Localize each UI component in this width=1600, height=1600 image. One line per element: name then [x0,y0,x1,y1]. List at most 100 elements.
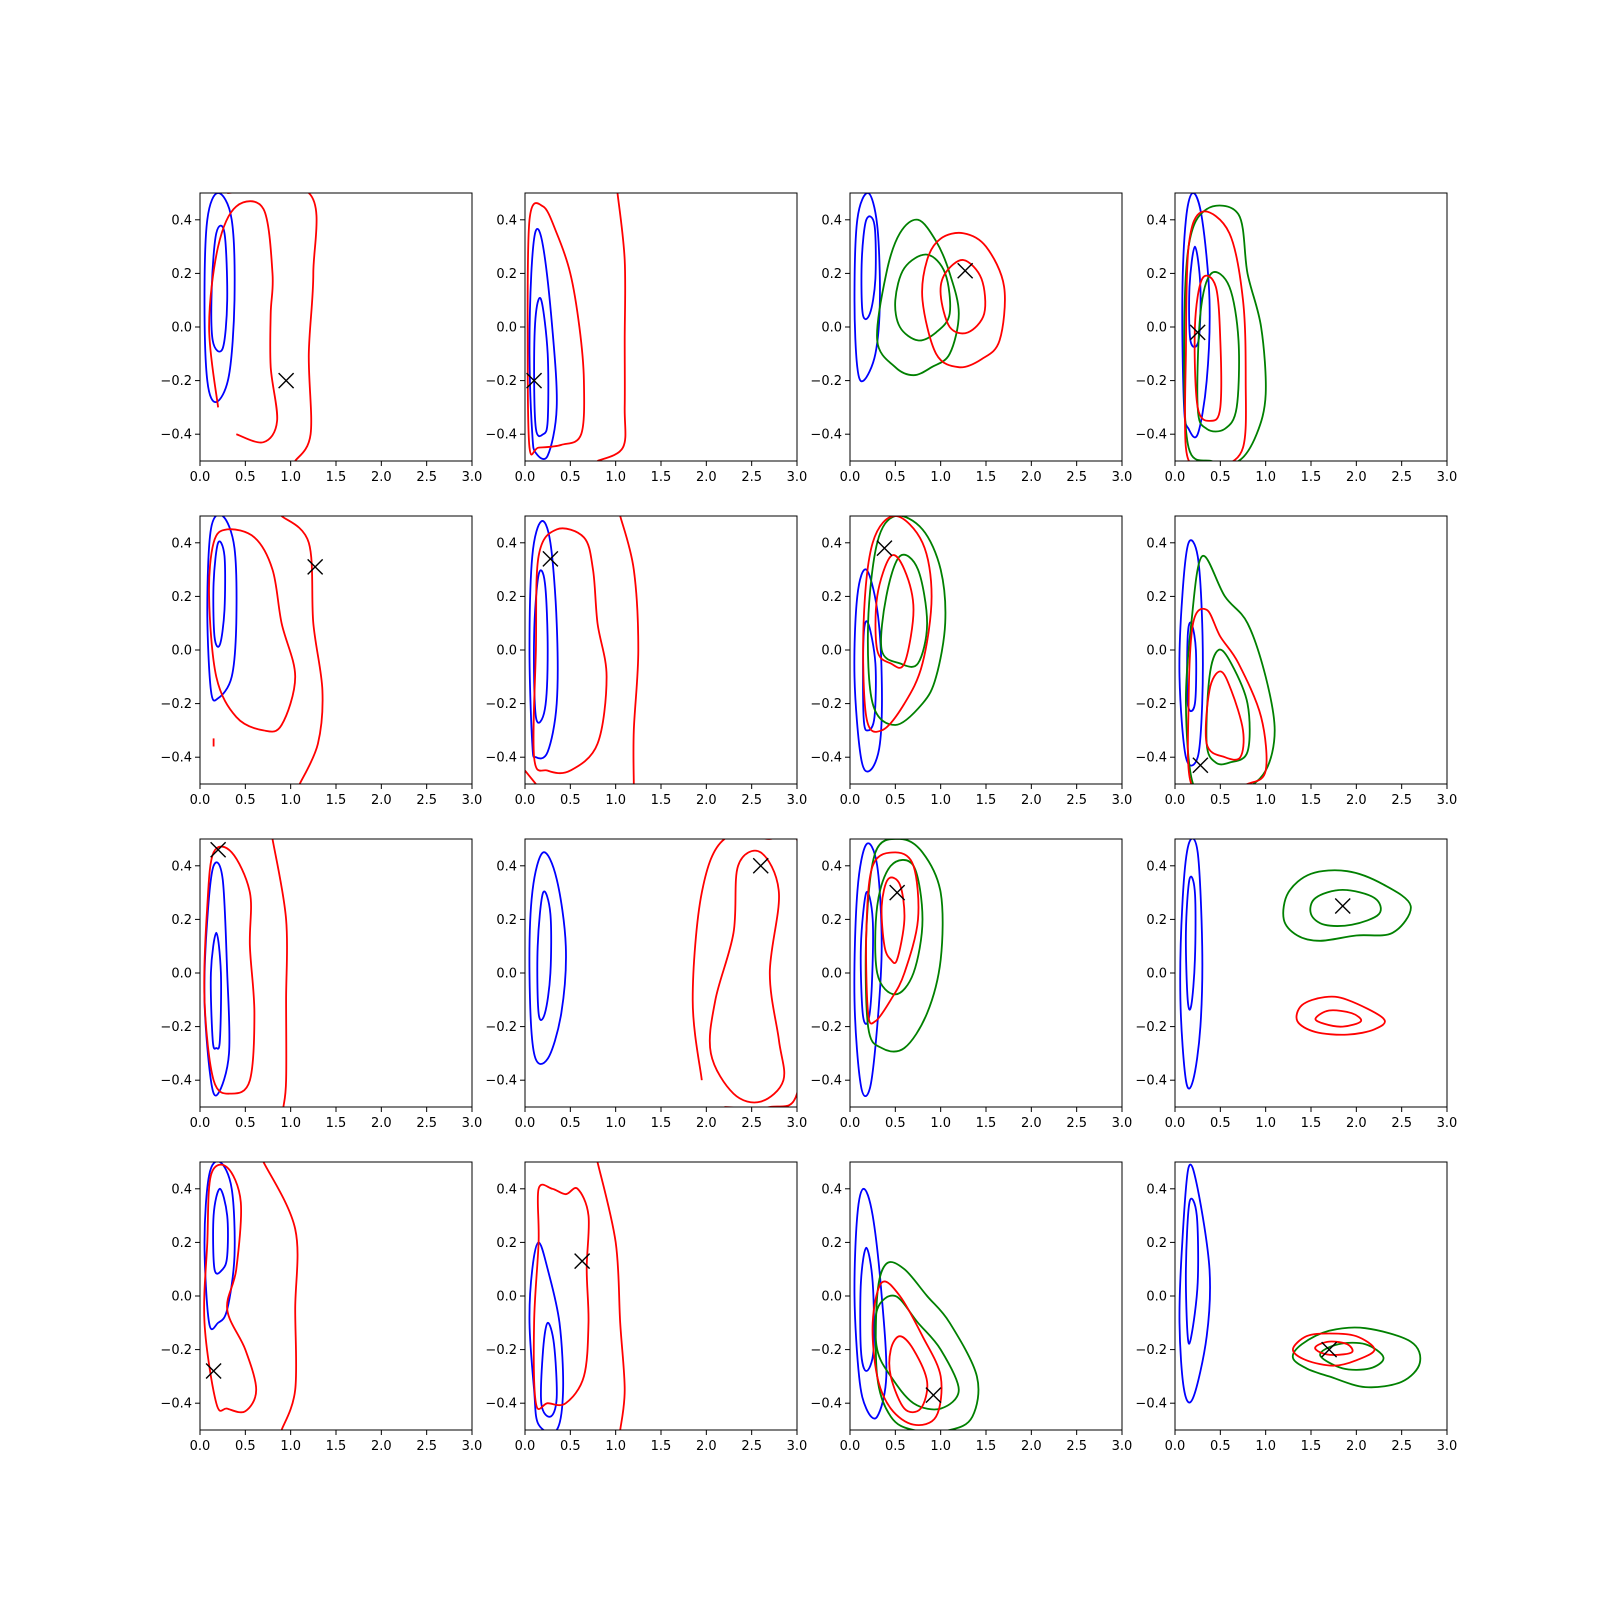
blue-contour-line [1186,621,1198,713]
subplot-4-1: 0.0 0.5 1.0 1.5 2.0 2.5 3.0 −0.4 −0.2 0.0 0.2 0.4 [160,1161,482,1454]
red-contour-line [871,1280,943,1426]
red-contour-line [1314,1009,1363,1028]
blue-contour-line [533,569,549,724]
x-tick-label: 0.0 [840,470,861,485]
green-contour-line [1319,1341,1385,1371]
red-contour-line [939,259,987,335]
x-tick-label: 2.0 [1346,470,1367,485]
x-marker [210,841,227,858]
y-tick-label: −0.2 [160,697,192,712]
x-tick-label: 3.0 [462,1439,483,1454]
y-tick-label: −0.2 [160,1020,192,1035]
subplot-3-4: 0.0 0.5 1.0 1.5 2.0 2.5 3.0 −0.4 −0.2 0.0 0.2 0.4 [1135,838,1457,1131]
red-contour-line [208,200,279,444]
x-marker [925,1387,942,1404]
x-tick-label: 0.0 [190,1439,211,1454]
y-tick-label: 0.4 [171,859,192,874]
x-tick-label: 1.0 [930,1116,951,1131]
x-tick-label: 3.0 [787,793,808,808]
x-tick-label: 0.5 [235,470,256,485]
x-tick-label: 1.0 [930,1439,951,1454]
contour-group [525,516,640,784]
blue-contour-line [528,1241,565,1430]
x-tick-label: 1.5 [651,1439,672,1454]
green-contour-line [1183,204,1267,461]
red-contour-line [596,1162,626,1430]
red-contour-line [1295,995,1386,1036]
blue-contour-line [859,1246,875,1372]
x-tick-label: 2.5 [416,1439,437,1454]
subplot-1-2: 0.0 0.5 1.0 1.5 2.0 2.5 3.0 −0.4 −0.2 0.0 0.2 0.4 [485,192,808,485]
y-tick-label: 0.2 [821,267,842,282]
green-contour-line [880,553,928,668]
y-tick-label: −0.4 [485,428,517,443]
x-tick-label: 0.5 [560,1439,581,1454]
blue-contour-line [1184,875,1197,1011]
y-tick-label: 0.2 [496,913,517,928]
red-contour-line [1204,670,1245,761]
green-contour-line [866,516,947,726]
x-tick-label: 0.5 [235,1439,256,1454]
x-tick-label: 2.0 [696,1439,717,1454]
x-tick-label: 2.5 [1066,1116,1087,1131]
y-tick-label: −0.2 [1135,374,1167,389]
y-tick-label: 0.0 [496,967,517,982]
red-contour-line [619,516,640,784]
y-tick-label: −0.4 [485,1074,517,1089]
y-tick-label: 0.0 [496,321,517,336]
x-tick-label: 0.0 [1165,1116,1186,1131]
subplot-1-1: 0.0 0.5 1.0 1.5 2.0 2.5 3.0 −0.4 −0.2 0.0 0.2 0.4 [160,192,482,485]
contour-group [203,193,318,461]
red-contour-line [880,876,906,965]
blue-contour-line [212,1187,229,1275]
red-contour-line [865,851,920,1025]
blue-contour-line [853,842,883,1098]
y-tick-label: 0.0 [821,321,842,336]
x-tick-label: 3.0 [1112,1439,1133,1454]
blue-contour-line [540,1321,558,1418]
x-marker [526,372,543,389]
blue-contour-line [528,520,559,760]
subplot-3-2: 0.0 0.5 1.0 1.5 2.0 2.5 3.0 −0.4 −0.2 0.0 0.2 0.4 [485,838,808,1131]
x-marker [307,558,324,575]
y-tick-label: −0.2 [810,1343,842,1358]
red-contour-line [526,202,586,456]
contour-group [1179,839,1412,1090]
x-tick-label: 0.0 [1165,793,1186,808]
red-contour-line [1314,1340,1354,1356]
subplot-4-4: 0.0 0.5 1.0 1.5 2.0 2.5 3.0 −0.4 −0.2 0.0 0.2 0.4 [1135,1161,1457,1454]
y-tick-label: 0.4 [171,536,192,551]
x-tick-label: 2.0 [371,1439,392,1454]
red-contour-line [888,1335,929,1414]
x-tick-label: 0.5 [560,1116,581,1131]
y-tick-label: 0.2 [821,590,842,605]
red-contour-line [208,528,297,733]
y-tick-label: −0.4 [485,751,517,766]
x-tick-label: 3.0 [787,470,808,485]
x-tick-label: 3.0 [1437,793,1458,808]
x-tick-label: 2.5 [1066,1439,1087,1454]
y-tick-label: 0.2 [1146,913,1167,928]
x-tick-label: 1.5 [1301,793,1322,808]
x-tick-label: 2.5 [1391,793,1412,808]
x-tick-label: 1.5 [976,1439,997,1454]
y-tick-label: −0.4 [1135,1397,1167,1412]
blue-contour-line [209,931,223,1050]
x-tick-label: 0.5 [1210,1116,1231,1131]
x-tick-label: 0.0 [515,793,536,808]
contour-group [206,516,324,784]
x-tick-label: 2.0 [371,1116,392,1131]
x-tick-label: 2.5 [1066,793,1087,808]
subplot-4-3: 0.0 0.5 1.0 1.5 2.0 2.5 3.0 −0.4 −0.2 0.0 0.2 0.4 [810,1161,1133,1454]
contour-group [526,193,627,461]
contour-group [1178,1163,1422,1404]
y-tick-label: 0.4 [1146,1182,1167,1197]
x-tick-label: 3.0 [787,1116,808,1131]
blue-contour-line [212,540,227,648]
red-contour-line [1186,607,1268,784]
blue-contour-line [203,193,236,403]
y-tick-label: 0.4 [821,1182,842,1197]
y-tick-label: −0.4 [160,1397,192,1412]
x-tick-label: 2.0 [1346,1439,1367,1454]
x-tick-label: 1.5 [976,793,997,808]
